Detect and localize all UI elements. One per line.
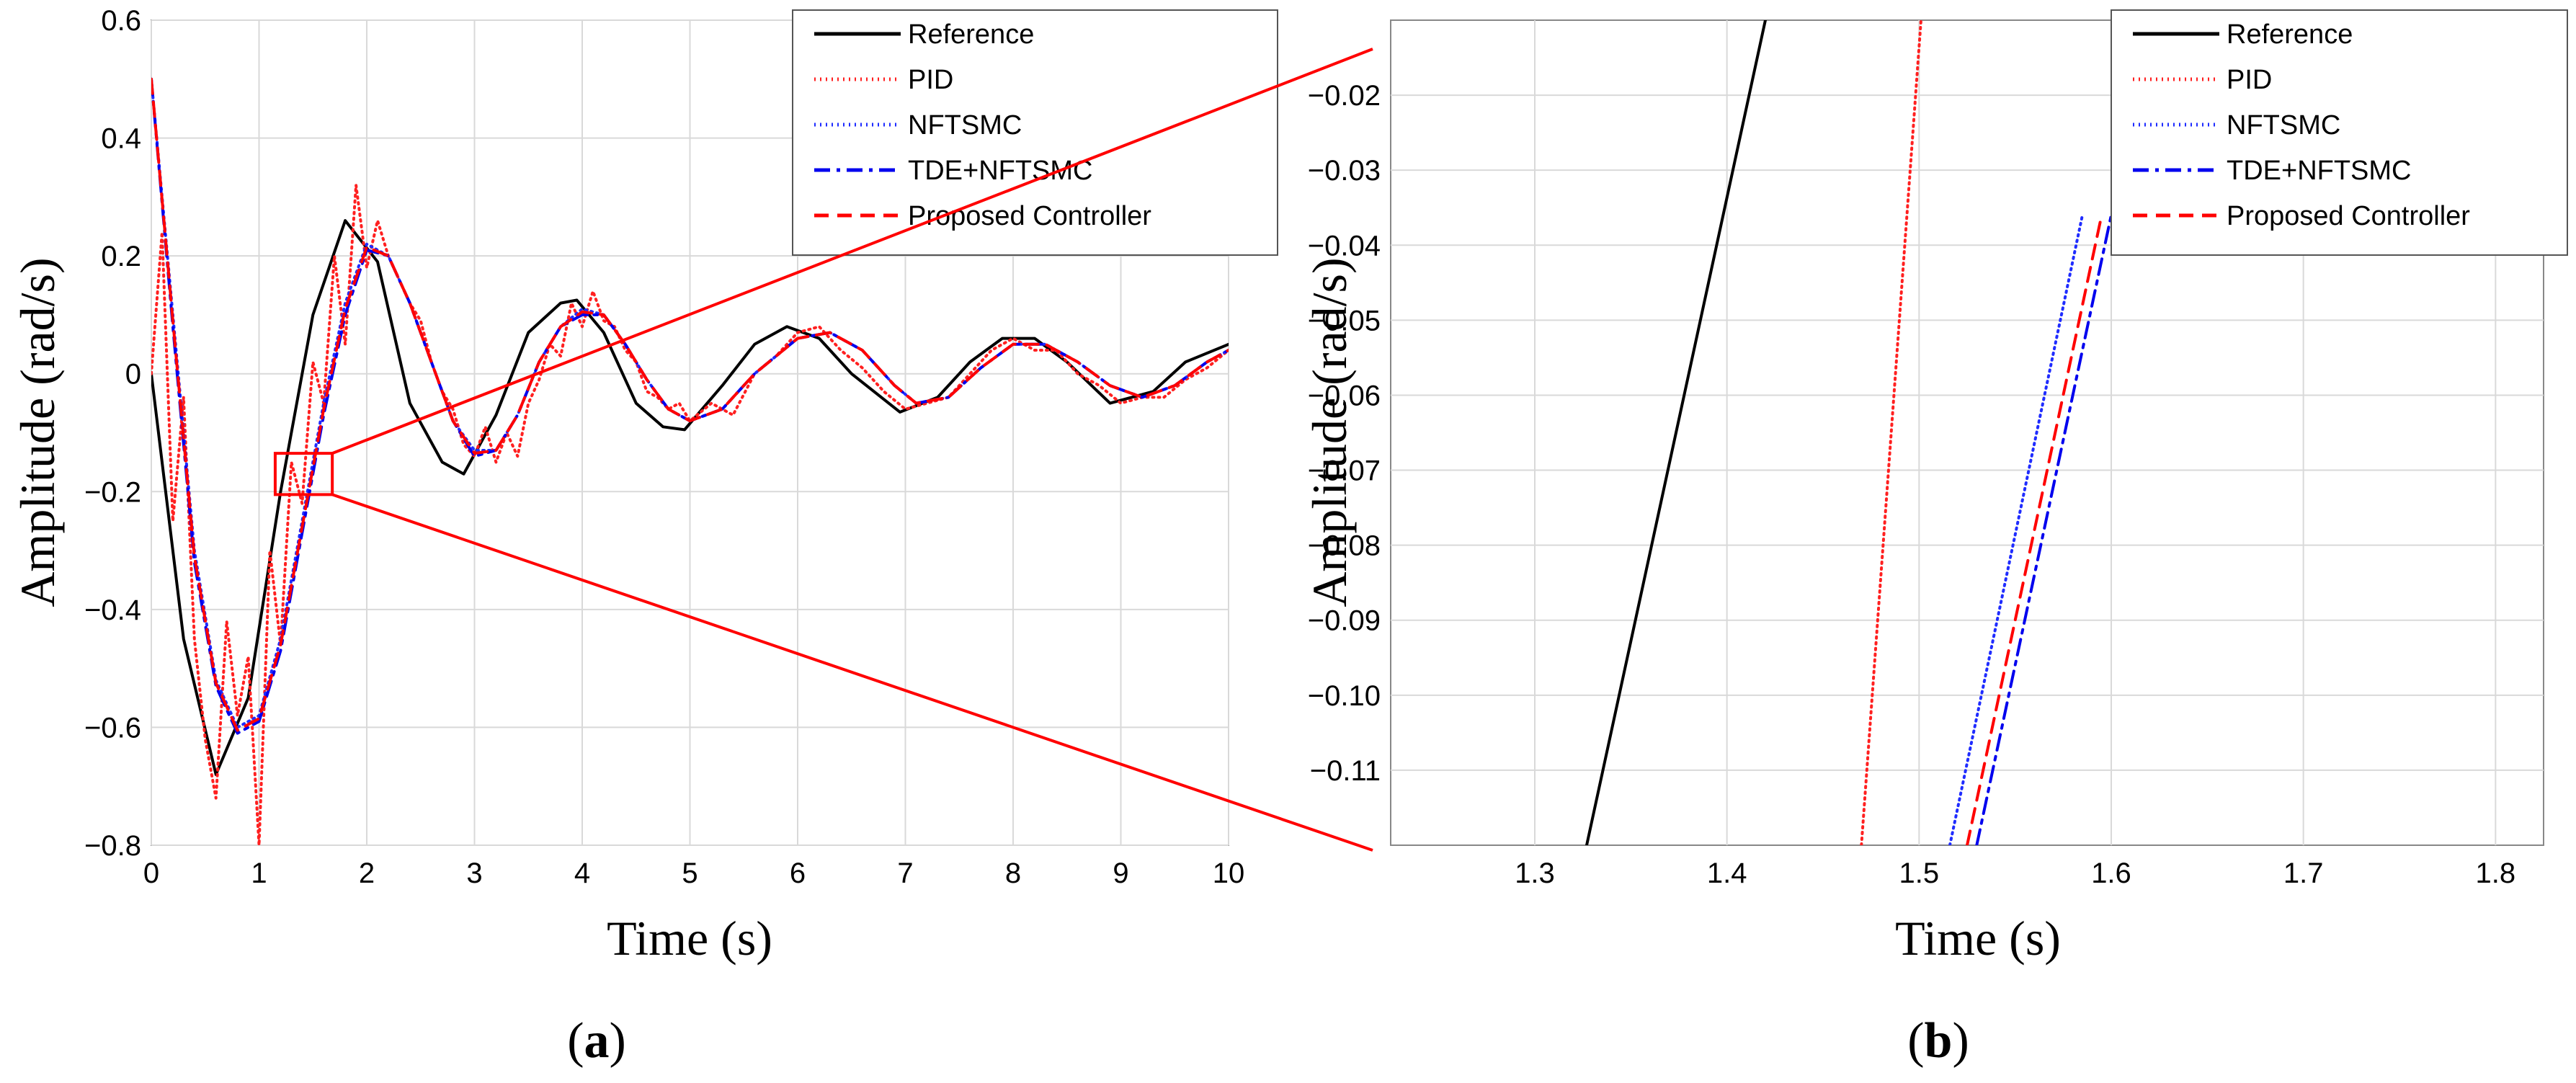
legend-label: Proposed Controller	[2227, 201, 2470, 231]
y-tick-label: 0.6	[101, 5, 141, 37]
legend-label: Proposed Controller	[908, 201, 1151, 231]
series-line-reference	[151, 219, 1229, 776]
y-tick-label: −0.8	[84, 830, 141, 862]
y-tick-label: −0.4	[84, 594, 141, 626]
y-tick-label: −0.6	[84, 712, 141, 744]
zoom-connector-bottom	[331, 493, 1373, 852]
zoom-box	[273, 452, 334, 496]
x-tick-label: 9	[1113, 857, 1128, 889]
panel-a-y-axis-label: Amplitude (rad/s)	[10, 257, 65, 607]
y-tick-label: −0.07	[1308, 455, 1381, 487]
panel-a-series	[151, 77, 1229, 845]
x-tick-label: 1.7	[2283, 857, 2324, 889]
x-tick-label: 7	[897, 857, 913, 889]
x-tick-label: 1.5	[1899, 857, 1940, 889]
x-tick-label: 1.8	[2476, 857, 2516, 889]
panel-a-x-axis-label: Time (s)	[607, 911, 772, 966]
legend-label: Reference	[908, 19, 1034, 50]
x-tick-label: 2	[359, 857, 375, 889]
series-line-pid	[1860, 20, 1922, 845]
series-line-proposed-controller	[151, 77, 1229, 732]
y-tick-label: −0.11	[1310, 755, 1381, 787]
legend-label: TDE+NFTSMC	[908, 156, 1093, 186]
y-tick-label: 0.2	[101, 241, 141, 272]
series-line-nftsmc	[1948, 213, 2084, 845]
panel-a-zoom-box-group	[273, 452, 334, 496]
panel-b-x-ticks: 1.3 1.4 1.5 1.6 1.7 1.8	[1515, 857, 2515, 889]
x-tick-label: 1.4	[1707, 857, 1747, 889]
panel-a-x-ticks: 0 1 2 3 4 5 6 7 8 9 10	[143, 857, 1244, 889]
series-line-pid	[151, 184, 1229, 845]
panel-a-caption: (a)	[567, 1013, 626, 1069]
y-tick-label: 0	[125, 359, 141, 391]
y-tick-label: −0.03	[1308, 155, 1381, 187]
x-tick-label: 8	[1005, 857, 1021, 889]
legend-label: NFTSMC	[908, 110, 1022, 141]
panel-b-y-ticks: −0.11 −0.10 −0.09 −0.08 −0.07 −0.06 −0.05 −0.04…	[1308, 80, 1381, 787]
x-tick-label: 5	[682, 857, 698, 889]
x-tick-label: 10	[1213, 857, 1245, 889]
panel-b-caption-letter: b	[1925, 1013, 1953, 1069]
series-line-tde-nftsmc	[1975, 213, 2113, 845]
panel-b-chart: 1.3 1.4 1.5 1.6 1.7 1.8 −0.11−0.10−0.09−0.08−…	[1302, 9, 2568, 1069]
y-tick-label: −0.06	[1308, 380, 1381, 411]
y-tick-label: 0.4	[101, 123, 141, 155]
legend-label: NFTSMC	[2227, 110, 2340, 141]
panel-b-caption: (b)	[1907, 1013, 1969, 1069]
y-tick-label: −0.08	[1308, 530, 1381, 562]
legend-label: PID	[908, 65, 953, 95]
series-line-proposed-controller	[1966, 213, 2103, 845]
panel-b-legend: Reference PID NFTSMC TDE+NFTSMC Proposed Con…	[2111, 9, 2568, 256]
panel-a-legend: Reference PID NFTSMC TDE+NFTSMC Proposed Con…	[792, 9, 1278, 256]
legend-label: Reference	[2227, 19, 2353, 50]
x-tick-label: 3	[466, 857, 482, 889]
x-tick-label: 1.6	[2091, 857, 2131, 889]
panel-a-chart: 0 1 2 3 4 5 6 7 8 9 10 −0.8−0.6−0.4−0.200.20.40.6 …	[10, 5, 1278, 1069]
y-tick-label: −0.02	[1308, 80, 1381, 112]
series-line-reference	[1585, 20, 1767, 845]
panel-a-y-ticks: −0.8 −0.6 −0.4 −0.2 0 0.2 0.4 0.6	[84, 5, 141, 862]
x-tick-label: 0	[143, 857, 159, 889]
panel-b-series	[1585, 20, 2113, 845]
panel-b-x-axis-label: Time (s)	[1895, 911, 2061, 966]
panel-a-caption-letter: a	[584, 1013, 610, 1069]
y-tick-label: −0.04	[1308, 230, 1381, 262]
y-tick-label: −0.09	[1308, 605, 1381, 637]
zoom-connector-top	[331, 48, 1373, 455]
y-tick-label: −0.05	[1308, 305, 1381, 337]
y-tick-label: −0.10	[1308, 680, 1381, 712]
y-tick-label: −0.2	[84, 476, 141, 508]
x-tick-label: 6	[790, 857, 806, 889]
panel-b-y-axis-label: Amplitude (rad/s)	[1302, 257, 1357, 607]
x-tick-label: 4	[574, 857, 590, 889]
zoom-connector-lines	[331, 48, 1373, 852]
legend-label: TDE+NFTSMC	[2227, 156, 2412, 186]
x-tick-label: 1.3	[1515, 857, 1555, 889]
x-tick-label: 1	[251, 857, 267, 889]
legend-label: PID	[2227, 65, 2272, 95]
